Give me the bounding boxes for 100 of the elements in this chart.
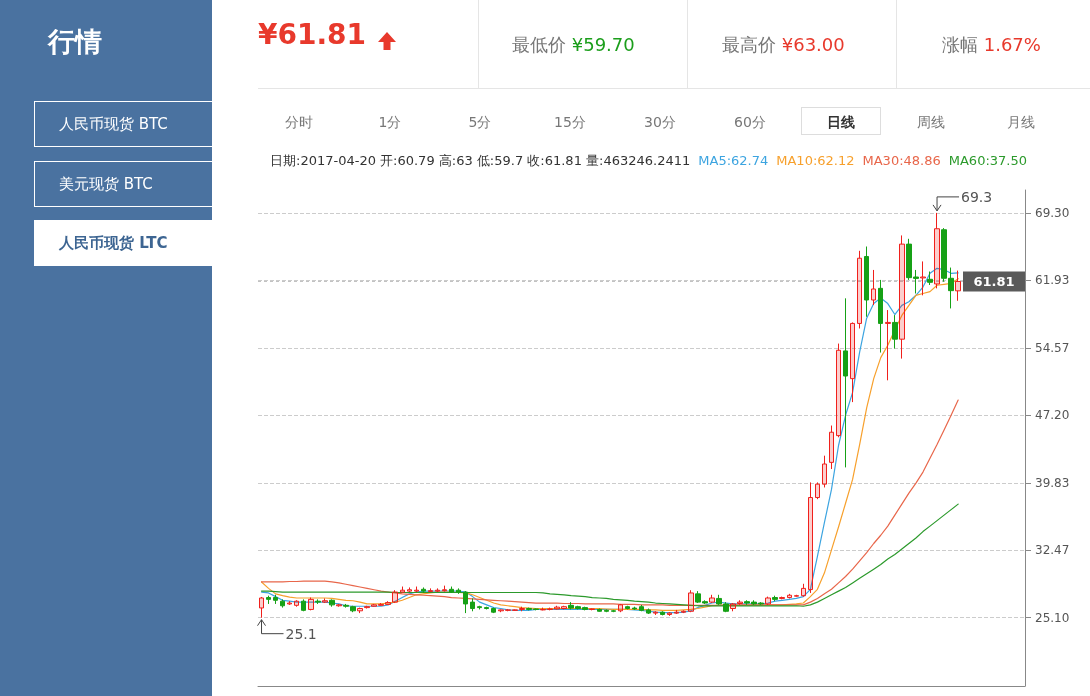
candlestick [653,610,658,616]
y-tick-label: 32.47 [1035,543,1070,558]
candlestick [681,609,686,614]
candlestick [878,279,883,354]
candlestick [787,593,792,599]
annotation: 69.3 [961,188,993,205]
candlestick [463,590,468,614]
candlestick [688,589,694,613]
candlestick [421,586,426,594]
candlestick [597,608,602,613]
candlestick [934,212,940,289]
candlestick [371,603,377,608]
candlestick [871,269,876,306]
candlestick [864,246,869,318]
candlestick [512,608,518,612]
candlestick [259,596,264,619]
candlestick [885,309,891,381]
candlestick [301,598,306,612]
candlestick [639,604,644,612]
candlestick [604,608,609,613]
candlestick [308,597,314,611]
y-tick-label: 25.10 [1035,610,1070,625]
candlestick [428,587,433,593]
candlestick [385,600,391,606]
y-tick-label: 61.93 [1035,273,1070,288]
candlestick [660,610,665,616]
text: 人民币现货 BTC [34,101,236,147]
candlestick [435,587,440,593]
text: MA30:48.86 [862,153,941,168]
candlestick [540,607,546,611]
text: 月线 [1006,113,1036,132]
candlestick [336,603,342,608]
candlestick [400,586,405,594]
candlestick [280,598,285,609]
candlestick [899,234,905,360]
candlestick [801,583,806,598]
candlestick [414,586,419,593]
text: 日期:2017-04-20 开:60.79 高:63 低:59.7 收:61.81 量:463246.2411 [270,153,691,168]
candlestick [378,602,384,607]
candlestick [836,343,841,438]
candlestick [709,594,715,604]
text: 涨幅 [942,34,978,55]
candlestick [822,455,827,488]
candlestick [322,597,328,604]
line-series [260,399,959,606]
candlestick [667,611,672,617]
text: 1分 [377,113,403,132]
line-series [260,503,959,607]
candlestick [407,586,412,593]
text: MA60:37.50 [948,153,1027,168]
candlestick [287,600,292,606]
candlestick [519,606,525,612]
text: MA5:62.74 [698,153,769,168]
candlestick [632,606,637,611]
candlestick [329,598,335,608]
candlestick [815,481,820,500]
text: 15分 [553,113,587,132]
text: ¥61.81 [258,18,367,51]
candlestick [625,605,630,610]
candlestick [850,321,855,403]
text: 周线 [916,113,946,132]
text: 最高价 [722,34,776,55]
text: ¥59.70 [571,34,635,55]
candlestick [927,271,933,286]
candlestick [892,314,898,350]
candlestick [357,607,363,614]
candlestick [843,297,848,468]
candlestick [779,596,785,600]
text: 30分 [643,113,677,132]
candlestick [794,594,799,598]
y-tick-label: 47.20 [1035,408,1070,423]
candlestick [646,608,651,615]
candlestick [505,608,511,612]
annotation: 25.1 [285,625,317,642]
text: 最低价 [512,34,566,55]
text: 分时 [284,113,314,132]
candlestick [772,595,778,602]
text: 人民币现货 LTC [34,220,236,266]
y-tick-label: 39.83 [1035,475,1070,490]
candlestick [456,587,461,595]
candlestick [470,597,475,612]
candlestick [674,609,679,615]
candlestick [547,607,553,611]
candlestick [829,425,834,470]
candlestick [808,481,813,594]
candlestick [392,589,398,604]
text: 60分 [733,113,767,132]
candlestick [294,599,299,608]
candlestick [315,598,321,605]
text: ¥63.00 [781,34,845,55]
text: MA10:62.12 [776,153,855,168]
candlestick [498,608,504,613]
candlestick [442,585,447,593]
text: 美元现货 BTC [34,160,236,207]
candlestick [491,607,496,614]
candlestick [589,608,595,611]
candlestick [477,605,482,610]
candlestick [554,605,560,610]
candlestick [484,606,489,610]
chart-title: 行情 [48,25,102,59]
